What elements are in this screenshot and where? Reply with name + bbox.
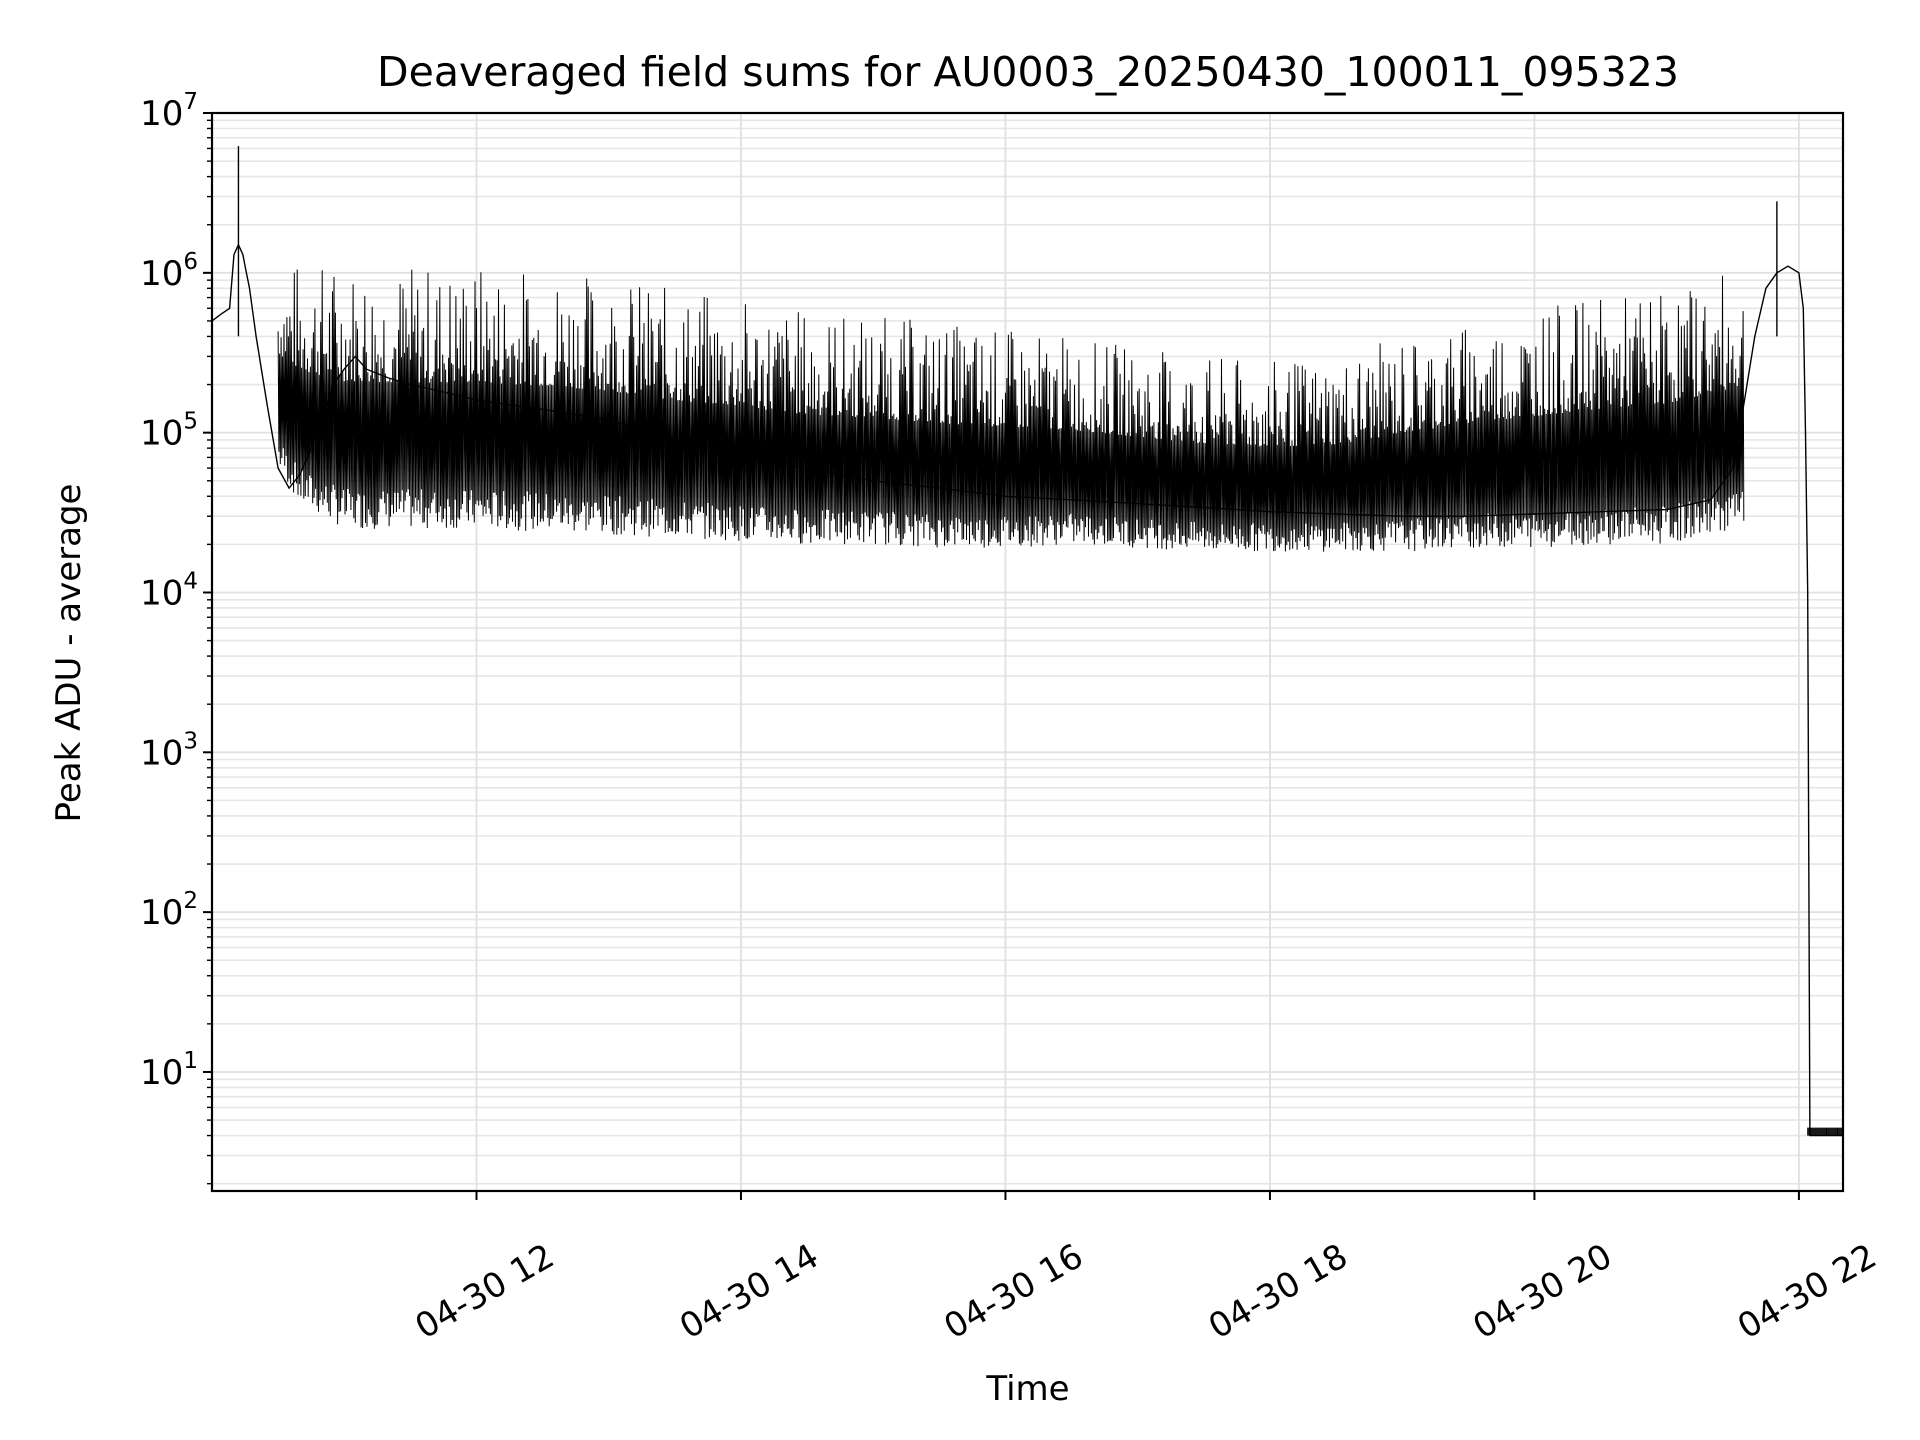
plot-frame xyxy=(210,111,1845,1193)
y-tick-label: 104 xyxy=(140,568,198,613)
y-axis-label: Peak ADU - average xyxy=(49,484,89,823)
chart-title: Deaveraged field sums for AU0003_2025043… xyxy=(377,48,1679,96)
plot-area xyxy=(211,146,1844,1137)
series-line xyxy=(211,242,1843,1137)
x-axis-label: Time xyxy=(985,1369,1069,1409)
series-tail-marks xyxy=(1807,1127,1844,1136)
y-axis: 101 102 103 104 105 106 107 xyxy=(140,89,212,1185)
y-tick-label: 105 xyxy=(140,409,198,454)
y-tick-label: 101 xyxy=(140,1048,198,1093)
y-tick-label: 106 xyxy=(140,249,198,294)
y-tick-label: 107 xyxy=(140,89,198,134)
y-tick-label: 102 xyxy=(140,888,198,933)
y-tick-label: 103 xyxy=(140,728,198,773)
series-oscillation-band xyxy=(277,269,1745,552)
